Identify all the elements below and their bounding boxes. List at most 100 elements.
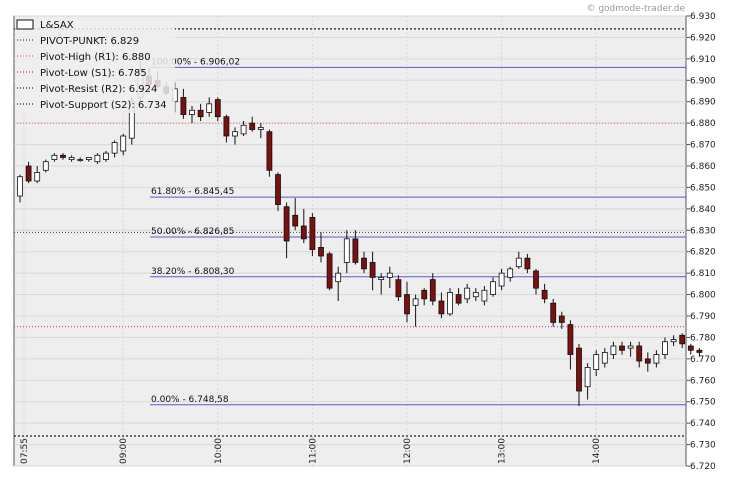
candle-body	[206, 103, 213, 113]
candle-body	[636, 345, 643, 362]
y-tick-label: 6.740	[690, 419, 716, 429]
candle-body	[68, 157, 75, 160]
x-tick-label: 07:55	[20, 438, 30, 464]
y-tick-label: 6.840	[690, 205, 716, 215]
y-tick-label: 6.790	[690, 312, 716, 322]
candle-body	[696, 349, 703, 353]
candle	[68, 155, 75, 162]
candles	[17, 61, 703, 406]
candle-body	[34, 172, 41, 182]
x-tick-label: 11:00	[308, 438, 318, 464]
candle	[627, 341, 634, 357]
candle-body	[361, 257, 367, 270]
candle	[223, 114, 230, 143]
candle-body	[189, 109, 195, 115]
candle	[214, 97, 221, 121]
candle-body	[292, 214, 299, 227]
candle	[34, 166, 41, 184]
candle-body	[85, 157, 92, 160]
candle	[197, 103, 204, 121]
candle-body	[653, 354, 660, 364]
legend-label: Pivot-Resist (R2): 6.924	[40, 84, 157, 95]
y-tick-label: 6.810	[690, 269, 716, 279]
candle	[94, 153, 101, 164]
candle-body	[421, 289, 428, 300]
y-tick-label: 6.890	[690, 98, 716, 108]
candle	[464, 283, 471, 304]
candle-body	[619, 345, 625, 351]
candle	[189, 106, 195, 124]
legend: L&SAX PIVOT-PUNKT: 6.829 Pivot-High (R1): …	[15, 17, 175, 113]
candle	[696, 348, 703, 357]
candle	[472, 288, 479, 301]
candle	[455, 288, 462, 306]
fib-label: 61.80% - 6.845,45	[151, 187, 234, 197]
candle-body	[25, 165, 32, 182]
candle-body	[283, 206, 290, 242]
candle-body	[343, 238, 350, 263]
x-tick-label: 13:00	[498, 438, 508, 464]
candle	[240, 121, 247, 136]
candle-body	[309, 217, 316, 250]
y-tick-label: 6.860	[690, 162, 716, 172]
candle-body	[275, 174, 281, 205]
candle	[60, 153, 66, 160]
candle-body	[335, 272, 342, 283]
candle-body	[481, 289, 488, 302]
candle	[51, 153, 58, 162]
candle-body	[404, 294, 410, 315]
y-tick-label: 6.820	[690, 248, 716, 258]
candle	[283, 202, 290, 259]
candle-body	[17, 176, 23, 197]
candle	[378, 273, 385, 295]
candle-body	[232, 131, 238, 137]
candle-body	[541, 289, 548, 300]
candle-body	[550, 302, 557, 323]
candle-body	[257, 127, 264, 130]
candle	[395, 275, 402, 301]
candle-body	[60, 154, 66, 158]
candle	[275, 172, 281, 211]
fibonacci-levels: 100.00% - 6.906,02 61.80% - 6.845,45 50.00…	[150, 57, 686, 406]
candle	[507, 266, 514, 282]
candle-body	[352, 238, 359, 263]
candle-body	[438, 300, 445, 315]
candle-body	[593, 354, 600, 370]
x-axis: 07:55 09:00 10:00 11:00 12:00 13:00 14:00	[20, 438, 602, 464]
candle-body	[300, 225, 307, 240]
candle-body	[567, 324, 574, 355]
y-tick-label: 6.750	[690, 398, 716, 408]
candle	[515, 251, 522, 269]
fib-label: 100.00% - 6.906,02	[151, 57, 240, 67]
candle-body	[644, 358, 651, 364]
legend-label: PIVOT-PUNKT: 6.829	[40, 36, 139, 47]
candle-body	[533, 270, 539, 289]
fib-label: 0.00% - 6.748,58	[151, 395, 229, 405]
x-tick-label: 12:00	[403, 438, 413, 464]
candle	[447, 288, 453, 316]
legend-label: L&SAX	[40, 20, 74, 31]
candle-body	[378, 277, 385, 280]
legend-label: Pivot-High (R1): 6.880	[40, 52, 151, 63]
candle-body	[472, 292, 479, 298]
candle-body	[77, 159, 84, 161]
candle	[619, 341, 625, 355]
candle	[541, 283, 548, 304]
y-tick-label: 6.720	[690, 462, 716, 472]
candle	[309, 213, 316, 256]
candle-body	[386, 272, 393, 278]
y-tick-label: 6.730	[690, 441, 716, 451]
candle-body	[576, 347, 582, 392]
legend-background	[15, 17, 175, 113]
watermark: © godmode-trader.de	[586, 4, 685, 14]
y-tick-label: 6.850	[690, 183, 716, 193]
candle-body	[214, 99, 221, 118]
y-tick-label: 6.920	[690, 33, 716, 43]
candle	[85, 157, 92, 162]
y-tick-label: 6.910	[690, 55, 716, 65]
candle-body	[524, 257, 531, 270]
candle-body	[601, 352, 608, 364]
candle	[326, 251, 333, 291]
candle-body	[515, 257, 522, 268]
